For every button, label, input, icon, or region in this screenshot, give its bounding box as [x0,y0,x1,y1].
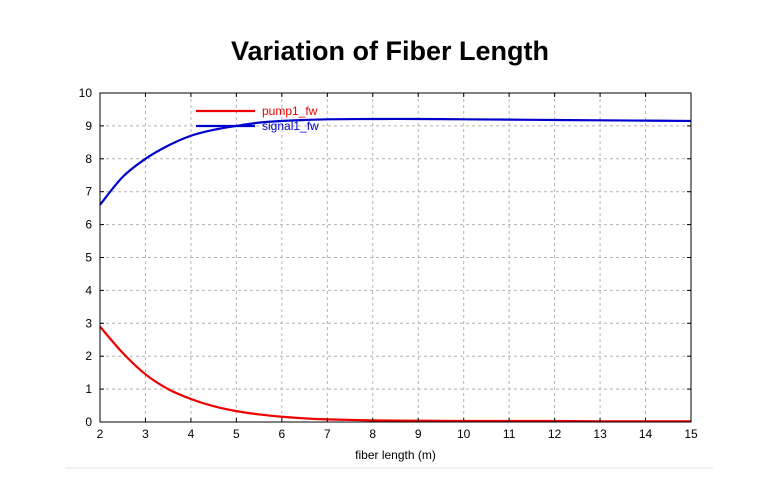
x-tick-label: 7 [324,427,331,441]
series-lines [99,117,692,423]
series-line-pump1-fw [99,325,691,423]
y-tick-label: 2 [85,349,92,363]
x-tick-label: 9 [415,427,422,441]
x-tick-label: 2 [97,427,104,441]
y-tick-label: 6 [85,218,92,232]
x-tick-label: 8 [369,427,376,441]
x-tick-label: 3 [142,427,149,441]
x-tick-label: 11 [503,427,516,441]
y-tick-label: 1 [85,382,92,396]
y-tick-label: 9 [85,119,92,133]
legend-label-signal1-fw: signal1_fw [262,119,319,133]
x-tick-label: 12 [548,427,562,441]
x-tick-label: 13 [593,427,607,441]
x-tick-label: 14 [639,427,653,441]
x-axis-label: fiber length (m) [355,448,436,462]
chart-title: Variation of Fiber Length [231,36,549,66]
y-tick-label: 7 [85,185,92,199]
x-tick-label: 5 [233,427,240,441]
x-tick-label: 15 [684,427,698,441]
y-tick-label: 5 [85,251,92,265]
x-tick-label: 10 [457,427,471,441]
series-line-signal1-fw [99,117,692,206]
y-tick-label: 0 [85,415,92,429]
y-tick-label: 8 [85,152,92,166]
grid [100,93,691,422]
x-tick-label: 6 [279,427,286,441]
y-tick-label: 10 [79,86,93,100]
legend-label-pump1-fw: pump1_fw [262,104,318,118]
y-tick-label: 3 [85,316,92,330]
x-tick-label: 4 [188,427,195,441]
y-tick-label: 4 [85,283,92,297]
